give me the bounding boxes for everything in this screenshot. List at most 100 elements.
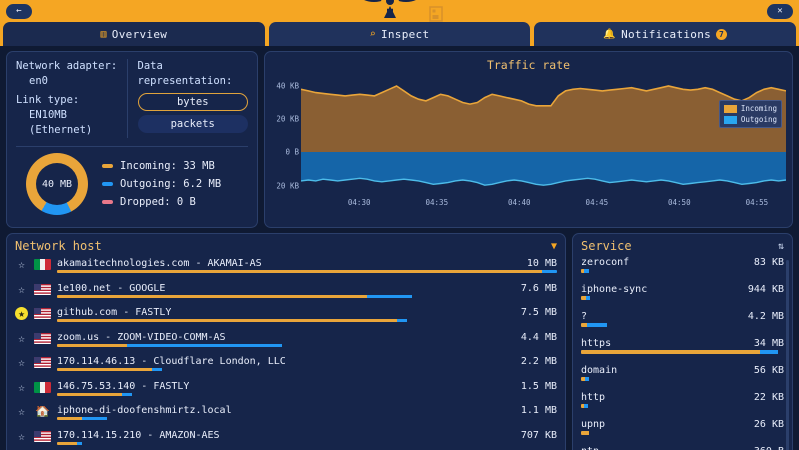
table-row[interactable]: ☆ zoom.us - ZOOM-VIDEO-COMM-AS 4.4 MB xyxy=(15,331,557,356)
representation-option-bytes[interactable]: bytes xyxy=(137,93,248,111)
list-item[interactable]: domain 56 KB xyxy=(581,365,784,392)
back-button[interactable]: ← xyxy=(6,3,32,19)
chart-legend-swatch-outgoing xyxy=(723,115,737,124)
host-entry: 1e100.net - GOOGLE 7.6 MB xyxy=(57,283,557,298)
favorite-star-icon[interactable]: ★ xyxy=(15,307,28,320)
chart-ytick: 40 KB xyxy=(276,81,299,91)
sort-updown-icon[interactable]: ⇅ xyxy=(777,240,784,252)
tab-overview-label: Overview xyxy=(111,27,168,41)
service-name: upnp xyxy=(581,419,606,430)
network-host-title: Network host xyxy=(15,239,102,253)
legend-item-dropped: Dropped: 0 B xyxy=(102,196,221,208)
flag-usa-icon xyxy=(34,357,51,368)
service-name: ? xyxy=(581,311,588,322)
host-size: 2.2 MB xyxy=(520,356,557,367)
service-list: zeroconf 83 KB iphone-sync 944 KB? 4.2 MB htt… xyxy=(581,257,784,450)
list-item[interactable]: http 22 KB xyxy=(581,392,784,419)
favorite-star-icon[interactable]: ☆ xyxy=(18,282,25,296)
table-row[interactable]: ☆ 146.75.53.140 - FASTLY 1.5 MB xyxy=(15,380,557,405)
service-traffic-bar xyxy=(581,404,784,408)
chart-xtick: 04:55 xyxy=(745,198,769,207)
favorite-star-icon[interactable]: ☆ xyxy=(18,258,25,271)
flag-italy-icon xyxy=(34,381,51,393)
chart-plot xyxy=(300,74,787,194)
service-size: 83 KB xyxy=(753,257,784,268)
favorite-star-icon[interactable]: ☆ xyxy=(18,380,25,394)
chart-xtick: 04:45 xyxy=(585,198,609,207)
tab-notifications[interactable]: 🔔 Notifications 7 xyxy=(534,22,797,46)
service-size: 22 KB xyxy=(753,392,784,403)
host-size: 4.4 MB xyxy=(520,331,557,343)
home-icon: 🏠 xyxy=(35,406,50,417)
close-icon: ✕ xyxy=(777,5,783,16)
favorite-star-icon[interactable]: ☆ xyxy=(18,331,25,345)
chart-ytick: 20 KB xyxy=(276,114,299,124)
service-size: 944 KB xyxy=(747,284,784,295)
service-name: ntp xyxy=(581,446,599,450)
flag-usa-icon xyxy=(34,283,51,295)
service-scrollbar[interactable] xyxy=(786,260,789,450)
app-logo xyxy=(357,0,443,22)
adapter-info: Network adapter: en0 Link type: EN10MB (… xyxy=(16,59,127,138)
host-entry: github.com - FASTLY 7.5 MB xyxy=(57,307,557,322)
service-size: 34 MB xyxy=(753,338,784,349)
chart-title: Traffic rate xyxy=(486,58,571,72)
chevron-down-icon[interactable]: ▼ xyxy=(550,240,557,252)
chart-xtick: 04:50 xyxy=(668,198,691,207)
table-row[interactable]: ☆ 1e100.net - GOOGLE 7.6 MB xyxy=(15,282,557,307)
chart-ytick: 20 KB xyxy=(276,181,299,191)
host-traffic-bar xyxy=(57,343,557,347)
legend-item-incoming: Incoming: 33 MB xyxy=(102,160,221,172)
divider xyxy=(16,146,248,147)
tab-inspect[interactable]: ⌕ Inspect xyxy=(268,22,531,46)
close-button[interactable]: ✕ xyxy=(767,3,793,19)
certificate-icon xyxy=(428,6,443,22)
chart-xtick: 04:35 xyxy=(425,198,449,207)
host-name: akamaitechnologies.com - AKAMAI-AS xyxy=(57,258,262,269)
legend-swatch-outgoing xyxy=(102,182,113,186)
favorite-star-icon[interactable]: ☆ xyxy=(18,405,25,418)
favorite-star-icon[interactable]: ☆ xyxy=(18,356,25,369)
representation-option-packets[interactable]: packets xyxy=(137,115,248,133)
host-size: 7.5 MB xyxy=(520,307,557,318)
list-item[interactable]: https 34 MB xyxy=(581,338,784,365)
host-traffic-bar xyxy=(57,392,557,396)
table-row[interactable]: ☆ 170.114.15.210 - AMAZON-AES 707 KB xyxy=(15,429,557,450)
chart-legend-outgoing: Outgoing xyxy=(723,115,777,124)
host-traffic-bar xyxy=(57,270,557,273)
host-name: zoom.us - ZOOM-VIDEO-COMM-AS xyxy=(57,331,226,343)
chart-legend-swatch-incoming xyxy=(723,104,737,113)
table-row[interactable]: ☆ 🏠 iphone-di-doofenshmirtz.local 1.1 MB xyxy=(15,404,557,429)
link-type-label: Link type: xyxy=(16,94,80,106)
favorite-star-icon[interactable]: ☆ xyxy=(18,429,25,443)
chart-xtick: 04:40 xyxy=(507,198,531,207)
host-name: 1e100.net - GOOGLE xyxy=(57,282,166,294)
legend-item-outgoing: Outgoing: 6.2 MB xyxy=(102,178,221,190)
list-item[interactable]: upnp 26 KB xyxy=(581,419,784,446)
chart-y-axis: 40 KB 20 KB 0 B 20 KB xyxy=(269,74,299,194)
donut-center-total: 40 MB xyxy=(36,163,78,205)
table-row[interactable]: ☆ 170.114.46.13 - Cloudflare London, LLC 2… xyxy=(15,355,557,380)
host-size: 1.5 MB xyxy=(520,380,557,392)
host-entry: 170.114.46.13 - Cloudflare London, LLC 2.… xyxy=(57,356,557,371)
list-item[interactable]: zeroconf 83 KB xyxy=(581,257,784,284)
host-traffic-bar xyxy=(57,417,557,420)
network-host-list: ☆ akamaitechnologies.com - AKAMAI-AS 10 MB… xyxy=(15,257,557,450)
service-size: 360 B xyxy=(754,446,784,450)
adapter-summary-panel: Network adapter: en0 Link type: EN10MB (… xyxy=(6,51,258,228)
chart-icon: ▥ xyxy=(100,28,107,40)
list-item[interactable]: ntp 360 B xyxy=(581,446,784,450)
chart-xtick: 04:30 xyxy=(347,198,371,207)
tab-overview[interactable]: ▥ Overview xyxy=(3,22,265,46)
table-row[interactable]: ☆ akamaitechnologies.com - AKAMAI-AS 10 MB xyxy=(15,257,557,282)
table-row[interactable]: ★ github.com - FASTLY 7.5 MB xyxy=(15,306,557,331)
flag-usa-icon xyxy=(34,430,51,442)
host-entry: akamaitechnologies.com - AKAMAI-AS 10 MB xyxy=(57,258,557,273)
host-traffic-bar xyxy=(57,368,557,371)
host-name: 170.114.46.13 - Cloudflare London, LLC xyxy=(57,356,286,367)
list-item[interactable]: iphone-sync 944 KB xyxy=(581,284,784,311)
service-name: domain xyxy=(581,365,618,376)
list-item[interactable]: ? 4.2 MB xyxy=(581,311,784,338)
service-traffic-bar xyxy=(581,377,784,381)
network-adapter-label: Network adapter: xyxy=(16,60,118,72)
